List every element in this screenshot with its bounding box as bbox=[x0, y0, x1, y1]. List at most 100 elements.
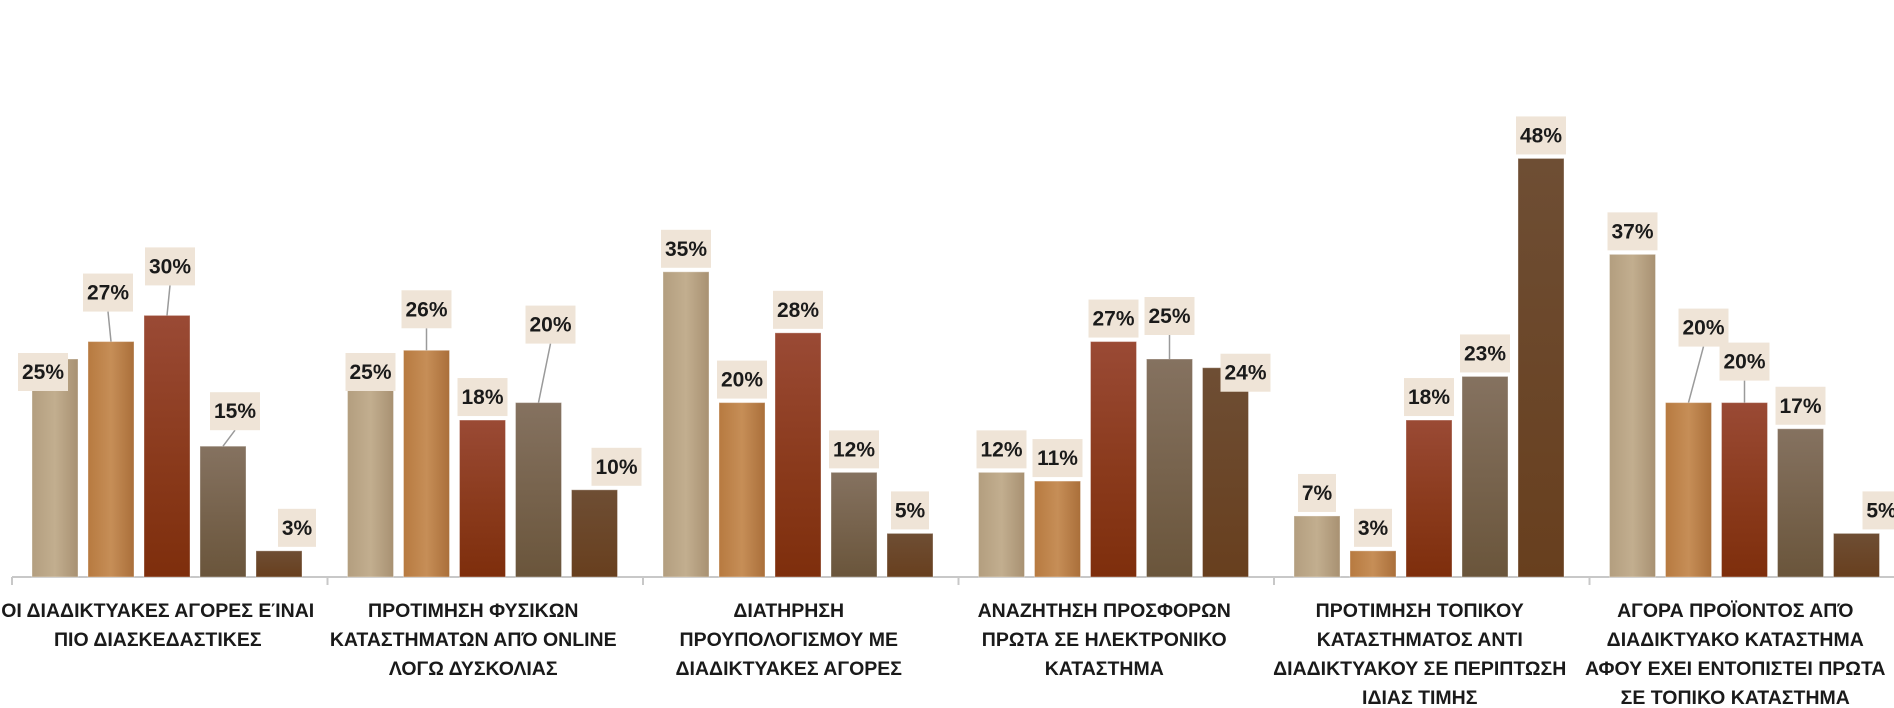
category-label: ΟΙ ΔΙΑΔΙΚΤΥΑΚΕΣ ΑΓΟΡΕΣ ΕΊΝΑΙ bbox=[1, 600, 314, 622]
bar bbox=[199, 445, 247, 578]
data-label: 20% bbox=[721, 369, 763, 392]
data-label: 27% bbox=[1092, 308, 1134, 331]
data-label-box bbox=[717, 360, 767, 399]
data-label-box bbox=[976, 430, 1027, 469]
bar bbox=[1034, 480, 1081, 578]
category-label: ΠΙΟ ΔΙΑΣΚΕΔΑΣΤΙΚΕΣ bbox=[54, 629, 262, 651]
data-label: 24% bbox=[1224, 362, 1266, 385]
data-label: 3% bbox=[1358, 517, 1389, 540]
data-label: 27% bbox=[87, 282, 129, 305]
bar bbox=[1146, 358, 1193, 578]
data-label: 26% bbox=[405, 298, 447, 321]
data-label: 28% bbox=[777, 299, 819, 322]
data-label: 18% bbox=[461, 386, 503, 409]
bar bbox=[1202, 367, 1249, 578]
label-leader-line bbox=[537, 343, 552, 403]
data-label: 5% bbox=[895, 499, 926, 522]
bar bbox=[830, 471, 878, 578]
data-label: 37% bbox=[1611, 220, 1653, 243]
bar bbox=[1777, 428, 1824, 578]
data-label-box bbox=[1607, 212, 1658, 251]
data-label-box bbox=[278, 508, 316, 547]
category-label: ΠΡΟΤΙΜΗΣΗ ΤΟΠΙΚΟΥ bbox=[1316, 600, 1524, 622]
data-label-box bbox=[829, 430, 879, 469]
data-label: 20% bbox=[529, 314, 571, 337]
data-label: 35% bbox=[665, 238, 707, 261]
category-label: ΔΙΑΔΙΚΤΥΑΚΟΥ ΣΕ ΠΕΡΙΠΤΩΣΗ bbox=[1273, 658, 1566, 680]
data-label-box bbox=[1298, 473, 1336, 512]
bar bbox=[87, 341, 135, 578]
category-label: ΑΦΟΥ ΕΧΕΙ ΕΝΤΟΠΙΣΤΕΙ ΠΡΩΤΑ bbox=[1585, 658, 1886, 680]
data-label-box bbox=[1719, 342, 1770, 381]
bar bbox=[1833, 532, 1880, 578]
bar bbox=[978, 471, 1025, 578]
data-label-box bbox=[891, 491, 929, 530]
category-label: ΑΝΑΖΗΤΗΣΗ ΠΡΟΣΦΟΡΩΝ bbox=[978, 600, 1231, 622]
bar bbox=[774, 332, 822, 578]
data-label: 11% bbox=[1037, 447, 1078, 470]
data-label-box bbox=[1775, 386, 1826, 425]
data-label: 10% bbox=[595, 456, 637, 479]
category-label: ΠΡΟΤΙΜΗΣΗ ΦΥΣΙΚΩΝ bbox=[368, 600, 579, 622]
data-label-box bbox=[457, 378, 508, 417]
data-label-box bbox=[1404, 378, 1454, 417]
bar bbox=[347, 358, 394, 578]
data-label-box bbox=[1354, 508, 1392, 547]
data-label-box bbox=[1516, 116, 1566, 155]
bar bbox=[1665, 402, 1712, 578]
data-label: 3% bbox=[282, 517, 313, 540]
bar bbox=[1293, 515, 1341, 578]
bar bbox=[1461, 375, 1509, 578]
label-leader-line bbox=[222, 429, 236, 447]
bar bbox=[1349, 550, 1397, 578]
data-label-box bbox=[525, 305, 576, 344]
category-label: ΔΙΑΤΗΡΗΣΗ bbox=[733, 600, 844, 622]
data-label: 20% bbox=[1723, 351, 1765, 374]
bar bbox=[662, 271, 710, 578]
bar bbox=[1721, 402, 1768, 578]
bar bbox=[255, 550, 303, 578]
category-label: ΠΡΟΥΠΟΛΟΓΙΣΜΟΥ ΜΕ bbox=[680, 629, 898, 651]
data-label-box bbox=[83, 273, 133, 312]
category-label: ΠΡΩΤΑ ΣΕ ΗΛΕΚΤΡΟΝΙΚΟ bbox=[982, 629, 1227, 651]
label-leader-line bbox=[1687, 346, 1705, 403]
label-leader-line bbox=[107, 311, 112, 342]
data-label-box bbox=[1678, 308, 1729, 347]
data-label: 20% bbox=[1682, 317, 1724, 340]
bar bbox=[459, 419, 506, 578]
data-label: 23% bbox=[1464, 342, 1506, 365]
data-label-box bbox=[773, 290, 823, 329]
bar bbox=[886, 532, 934, 578]
bar bbox=[571, 489, 618, 578]
label-leader-line bbox=[166, 285, 171, 316]
data-label-box bbox=[1220, 353, 1271, 392]
data-label: 5% bbox=[1866, 499, 1894, 522]
data-label-box bbox=[1144, 297, 1195, 335]
data-label: 12% bbox=[980, 438, 1022, 461]
data-label: 15% bbox=[214, 400, 256, 423]
data-label: 25% bbox=[22, 361, 64, 384]
data-label-box bbox=[591, 447, 642, 486]
bar bbox=[403, 349, 450, 578]
category-label: ΔΙΑΔΙΚΤΥΑΚΕΣ ΑΓΟΡΕΣ bbox=[676, 658, 903, 680]
category-label: ΣΕ ΤΟΠΙΚΟ ΚΑΤΑΣΤΗΜΑ bbox=[1621, 687, 1850, 708]
data-label: 7% bbox=[1302, 482, 1333, 505]
data-label-box bbox=[401, 290, 452, 329]
data-label-box bbox=[145, 247, 195, 286]
category-label: ΛΟΓΩ ΔΥΣΚΟΛΙΑΣ bbox=[389, 658, 558, 680]
bar bbox=[515, 402, 562, 578]
data-label: 17% bbox=[1779, 395, 1821, 418]
bar bbox=[1405, 419, 1453, 578]
category-label: ΚΑΤΑΣΤΗΜΑΤΟΣ ΑΝΤΙ bbox=[1317, 629, 1523, 651]
bar bbox=[143, 314, 191, 578]
category-label: ΙΔΙΑΣ ΤΙΜΗΣ bbox=[1362, 687, 1478, 708]
data-label: 25% bbox=[1148, 305, 1190, 328]
data-label-box bbox=[18, 353, 68, 391]
data-label: 25% bbox=[349, 361, 391, 384]
category-label: ΑΓΟΡΑ ΠΡΟΪΟΝΤΟΣ ΑΠΌ bbox=[1617, 599, 1853, 622]
data-label-box bbox=[661, 229, 711, 268]
data-label-box bbox=[210, 392, 260, 431]
bar bbox=[718, 402, 766, 578]
bar bbox=[31, 358, 79, 578]
